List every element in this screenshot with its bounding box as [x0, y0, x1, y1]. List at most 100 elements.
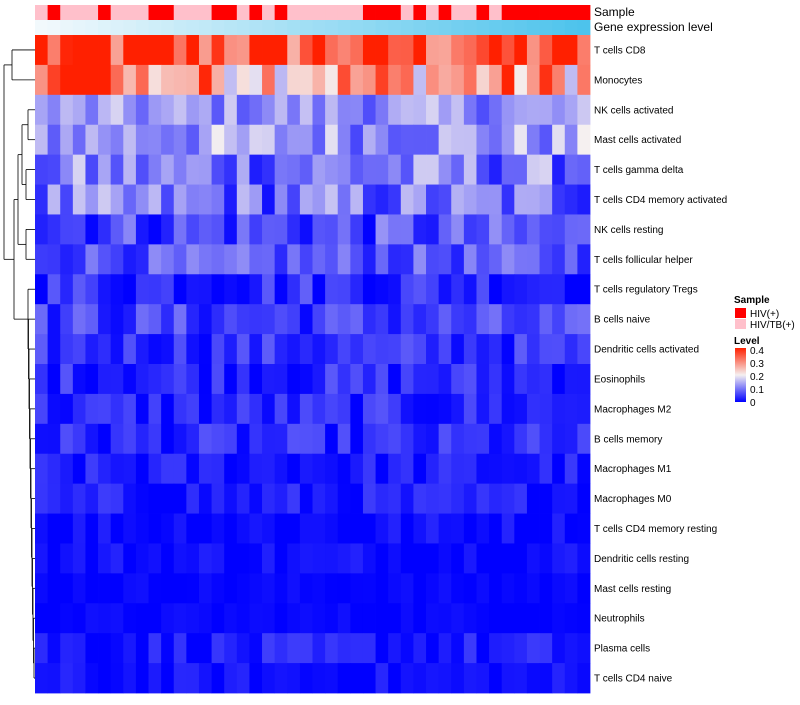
heatmap-cell — [577, 603, 591, 634]
heatmap-cell — [552, 663, 566, 694]
heatmap-cell — [463, 603, 477, 634]
heatmap-cell — [224, 453, 238, 485]
heatmap-cell — [388, 334, 402, 365]
heatmap-cell — [198, 274, 212, 305]
heatmap-cell — [388, 94, 402, 126]
heatmap-cell — [350, 573, 364, 604]
heatmap-cell — [325, 423, 339, 455]
heatmap-cell — [173, 543, 187, 574]
heatmap-cell — [224, 274, 238, 305]
heatmap-cell — [501, 663, 515, 694]
sample-annotation-cell — [463, 5, 477, 20]
heatmap-cell — [312, 304, 326, 335]
heatmap-cell — [501, 513, 515, 544]
heatmap-cell — [211, 603, 225, 634]
heatmap-cell — [85, 334, 99, 365]
heatmap-cell — [274, 64, 288, 96]
legend-swatch-hiv-tb — [735, 319, 746, 329]
heatmap-cell — [110, 274, 124, 305]
heatmap-cell — [514, 573, 528, 604]
heatmap-cell — [337, 663, 351, 694]
heatmap-cell — [47, 124, 61, 156]
heatmap-cell — [224, 663, 238, 694]
heatmap-cell — [426, 184, 440, 215]
heatmap-cell — [299, 124, 313, 156]
heatmap-cell — [526, 633, 540, 664]
heatmap-cell — [388, 274, 402, 305]
heatmap-cell — [262, 184, 276, 215]
heatmap-cell — [72, 364, 86, 395]
heatmap-cell — [325, 483, 339, 514]
heatmap-cell — [35, 35, 49, 66]
heatmap-cell — [426, 35, 440, 66]
heatmap-cell — [476, 304, 490, 335]
heatmap-cell — [476, 543, 490, 574]
heatmap-cell — [325, 334, 339, 365]
heatmap-cell — [35, 154, 49, 185]
heatmap-cell — [489, 304, 503, 335]
heatmap-cell — [249, 64, 263, 96]
expression-annotation-cell — [211, 20, 225, 35]
heatmap-cell — [514, 513, 528, 544]
heatmap-cell — [426, 64, 440, 96]
expression-annotation-cell — [198, 20, 212, 35]
heatmap-cell — [577, 64, 591, 96]
heatmap-cell — [148, 423, 162, 455]
heatmap-cell — [249, 364, 263, 395]
heatmap-cell — [135, 663, 149, 694]
heatmap-cell — [249, 244, 263, 275]
heatmap-cell — [337, 214, 351, 245]
expression-annotation-cell — [539, 20, 553, 35]
heatmap-cell — [211, 663, 225, 694]
heatmap-cell — [47, 483, 61, 514]
heatmap-cell — [299, 663, 313, 694]
legend-label-hiv-tb: HIV/TB(+) — [750, 320, 795, 331]
heatmap-cell — [463, 453, 477, 485]
heatmap-cell — [463, 513, 477, 544]
heatmap-cell — [60, 423, 74, 455]
heatmap-cell — [375, 573, 389, 604]
heatmap-cell — [337, 483, 351, 514]
heatmap-cell — [110, 393, 124, 425]
heatmap-cell — [236, 423, 250, 455]
heatmap-cell — [514, 364, 528, 395]
heatmap-cell — [135, 124, 149, 156]
heatmap-cell — [564, 154, 578, 185]
heatmap-cell — [375, 513, 389, 544]
heatmap-cell — [262, 513, 276, 544]
heatmap-cell — [35, 124, 49, 156]
heatmap-cell — [539, 244, 553, 275]
heatmap-cell — [161, 304, 175, 335]
heatmap-cell — [312, 573, 326, 604]
heatmap-cell — [413, 304, 427, 335]
heatmap-cell — [312, 483, 326, 514]
heatmap-cell — [161, 633, 175, 664]
expression-annotation-cell — [514, 20, 528, 35]
heatmap-cell — [198, 214, 212, 245]
heatmap-cell — [501, 124, 515, 156]
heatmap-cell — [110, 214, 124, 245]
heatmap-cell — [60, 633, 74, 664]
heatmap-cell — [35, 274, 49, 305]
heatmap-cell — [35, 334, 49, 365]
heatmap-cell — [186, 423, 200, 455]
heatmap-cell — [514, 154, 528, 185]
heatmap-cell — [539, 483, 553, 514]
annotation-label-gene-expression: Gene expression level — [594, 20, 713, 34]
heatmap-cell — [60, 94, 74, 126]
heatmap-cell — [85, 513, 99, 544]
heatmap-cell — [299, 304, 313, 335]
row-label: B cells memory — [594, 434, 662, 445]
heatmap-cell — [262, 543, 276, 574]
heatmap-cell — [35, 633, 49, 664]
heatmap-cell — [438, 184, 452, 215]
sample-annotation-cell — [489, 5, 503, 20]
heatmap-cell — [249, 663, 263, 694]
heatmap-cell — [60, 543, 74, 574]
heatmap-cell — [299, 543, 313, 574]
heatmap-cell — [400, 603, 414, 634]
heatmap-cell — [135, 94, 149, 126]
heatmap-cell — [274, 304, 288, 335]
heatmap-cell — [539, 573, 553, 604]
heatmap-cell — [98, 633, 112, 664]
